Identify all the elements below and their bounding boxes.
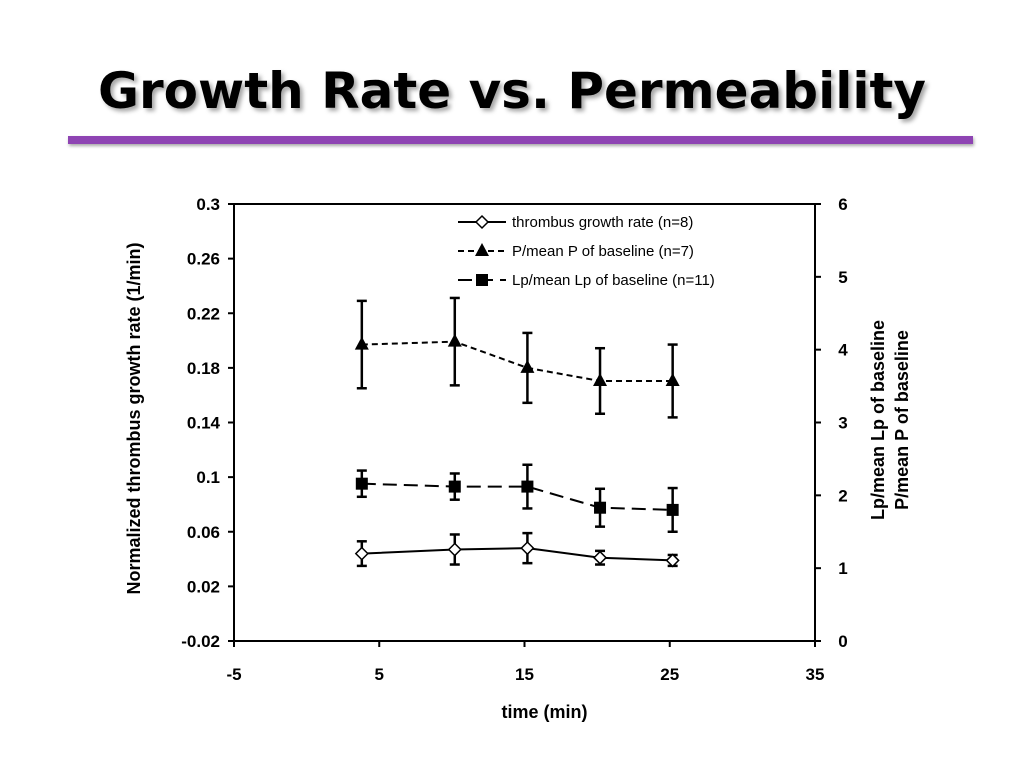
- marker-diamond: [520, 541, 535, 556]
- x-tick-label: 25: [660, 665, 679, 684]
- chart-legend: thrombus growth rate (n=8) P/mean P of ba…: [458, 214, 715, 289]
- y2-tick-label: 1: [838, 559, 847, 578]
- x-axis-title: time (min): [501, 702, 587, 722]
- legend-label: Lp/mean Lp of baseline (n=11): [512, 272, 715, 289]
- y-tick-label: 0.02: [187, 577, 220, 596]
- y-tick-label: 0.18: [187, 359, 220, 378]
- marker-diamond: [447, 542, 462, 557]
- series-1: [354, 531, 680, 568]
- marker-square: [355, 477, 368, 490]
- y2-tick-label: 2: [838, 486, 847, 505]
- y2-tick-label: 3: [838, 414, 847, 433]
- marker-square: [666, 503, 679, 516]
- marker-square: [521, 480, 534, 493]
- x-tick-label: -5: [226, 665, 241, 684]
- y-tick-label: -0.02: [181, 632, 220, 651]
- y2-tick-label: 5: [838, 268, 847, 287]
- series-line: [361, 547, 673, 562]
- marker-triangle: [447, 333, 462, 347]
- y-tick-label: 0.22: [187, 304, 220, 323]
- series-line: [361, 482, 673, 511]
- marker-square: [476, 274, 488, 286]
- series-2: [354, 296, 680, 419]
- y2-axis-title-line2: P/mean P of baseline: [892, 330, 912, 510]
- marker-triangle: [665, 372, 680, 386]
- y-tick-label: 0.26: [187, 250, 220, 269]
- series-3: [355, 463, 679, 533]
- marker-triangle: [593, 372, 608, 386]
- marker-triangle: [475, 243, 489, 256]
- y2-tick-label: 4: [838, 341, 848, 360]
- y-tick-label: 0.1: [196, 468, 220, 487]
- y-tick-label: 0.3: [196, 195, 220, 214]
- marker-square: [448, 480, 461, 493]
- x-tick-label: 35: [806, 665, 825, 684]
- x-tick-label: 15: [515, 665, 534, 684]
- marker-diamond: [592, 550, 608, 565]
- slide-title: Growth Rate vs. Permeability: [97, 62, 927, 120]
- y2-tick-label: 6: [838, 195, 847, 214]
- marker-diamond: [474, 214, 490, 230]
- marker-triangle: [520, 359, 535, 373]
- x-tick-label: 5: [375, 665, 384, 684]
- y-axis-title: Normalized thrombus growth rate (1/min): [124, 242, 144, 594]
- marker-triangle: [354, 336, 369, 350]
- marker-diamond: [665, 553, 680, 568]
- chart-plot: [354, 296, 680, 568]
- legend-label: thrombus growth rate (n=8): [512, 214, 693, 231]
- legend-label: P/mean P of baseline (n=7): [512, 243, 694, 260]
- chart-axes: [233, 203, 816, 642]
- plot-frame: [233, 203, 816, 642]
- y-tick-label: 0.06: [187, 523, 220, 542]
- marker-square: [594, 501, 607, 514]
- y2-axis-title-line1: Lp/mean Lp of baseline: [868, 320, 888, 520]
- chart-ticks: -5 5 15 25 35-0.020.020.060.10.140.180.220.2…: [181, 195, 848, 684]
- y2-tick-label: 0: [838, 632, 847, 651]
- marker-diamond: [354, 546, 369, 561]
- series-line: [361, 340, 673, 382]
- y-tick-label: 0.14: [187, 414, 221, 433]
- title-divider: [68, 136, 973, 144]
